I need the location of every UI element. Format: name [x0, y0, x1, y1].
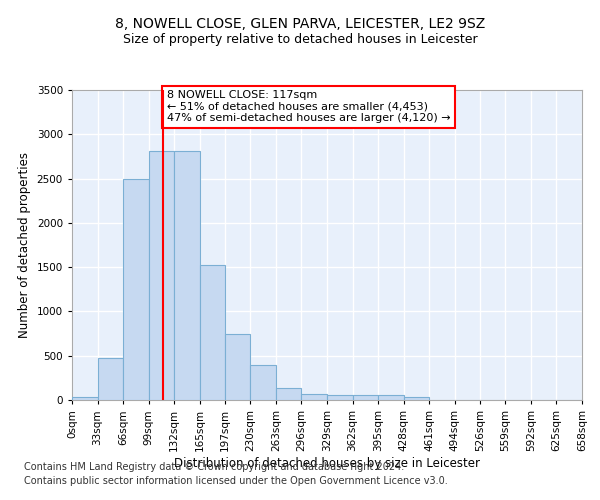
Bar [353, 395, 378, 400]
Bar [378, 395, 404, 400]
Bar [72, 398, 98, 400]
Bar [250, 366, 276, 400]
Bar [149, 151, 175, 400]
Text: Contains HM Land Registry data © Crown copyright and database right 2024.: Contains HM Land Registry data © Crown c… [24, 462, 404, 472]
Bar [175, 151, 200, 400]
Bar [200, 266, 224, 400]
X-axis label: Distribution of detached houses by size in Leicester: Distribution of detached houses by size … [174, 456, 480, 469]
Bar [301, 394, 327, 400]
Bar [98, 358, 123, 400]
Bar [123, 178, 149, 400]
Bar [276, 388, 301, 400]
Bar [327, 395, 353, 400]
Bar [224, 334, 250, 400]
Bar [404, 398, 430, 400]
Text: Size of property relative to detached houses in Leicester: Size of property relative to detached ho… [122, 32, 478, 46]
Text: Contains public sector information licensed under the Open Government Licence v3: Contains public sector information licen… [24, 476, 448, 486]
Text: 8, NOWELL CLOSE, GLEN PARVA, LEICESTER, LE2 9SZ: 8, NOWELL CLOSE, GLEN PARVA, LEICESTER, … [115, 18, 485, 32]
Y-axis label: Number of detached properties: Number of detached properties [18, 152, 31, 338]
Text: 8 NOWELL CLOSE: 117sqm
← 51% of detached houses are smaller (4,453)
47% of semi-: 8 NOWELL CLOSE: 117sqm ← 51% of detached… [167, 90, 450, 123]
